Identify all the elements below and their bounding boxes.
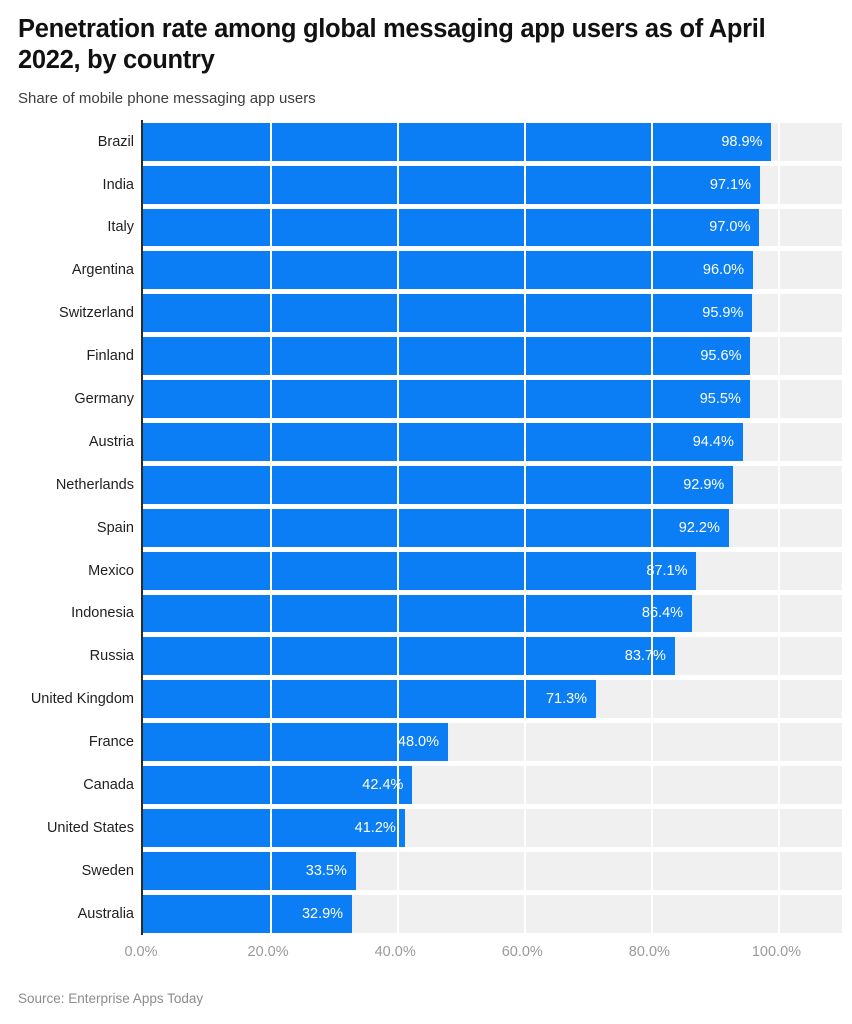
bar-row[interactable]: Sweden 33.5% (82, 849, 842, 892)
bar[interactable]: 95.9% (143, 294, 753, 333)
bar[interactable]: 96.0% (143, 251, 754, 290)
x-axis-tick-label: 60.0% (501, 944, 543, 961)
bar-row[interactable]: Finland 95.6% (86, 335, 842, 378)
bar-row[interactable]: France 48.0% (89, 721, 842, 764)
bar-rows: Brazil 98.9% India 97.1% Italy 97.0% Argentina… (31, 120, 842, 935)
bar-row[interactable]: Indonesia 86.4% (71, 592, 842, 635)
bar[interactable]: 48.0% (143, 723, 449, 762)
bar-value-label: 48.0% (397, 734, 440, 751)
bar[interactable]: 92.9% (143, 465, 734, 504)
page-title: Penetration rate among global messaging … (18, 15, 766, 75)
bar-value-label: 87.1% (646, 562, 688, 579)
bar-value-label: 95.6% (700, 348, 742, 365)
bar-row[interactable]: Switzerland 95.9% (59, 292, 842, 335)
category-label: Sweden (81, 862, 134, 879)
bar-value-label: 33.5% (305, 862, 347, 879)
x-axis: 0.0% 20.0% 40.0% 60.0% 80.0% 100.0% (124, 938, 840, 968)
bar-value-label: 41.2% (354, 819, 396, 836)
x-axis-tick-label: 80.0% (628, 944, 670, 961)
bar[interactable]: 41.2% (143, 808, 405, 847)
chart-header: Penetration rate among global messaging … (0, 0, 852, 107)
category-label: Netherlands (55, 476, 134, 493)
bar[interactable]: 95.6% (143, 337, 751, 376)
source-note: Source: Enterprise Apps Today (18, 991, 204, 1006)
bar-row[interactable]: Russia 83.7% (90, 635, 842, 678)
bar[interactable]: 86.4% (143, 594, 693, 633)
category-label: Argentina (71, 262, 134, 279)
category-label: France (88, 734, 134, 751)
bar-row[interactable]: Mexico 87.1% (88, 549, 842, 592)
plot-area: Brazil 98.9% India 97.1% Italy 97.0% Argentina… (31, 120, 842, 936)
category-label: Spain (96, 519, 134, 536)
bar-value-label: 97.1% (709, 176, 752, 193)
category-label: United States (46, 819, 134, 836)
category-label: Switzerland (59, 305, 134, 322)
bar-value-label: 96.0% (702, 262, 745, 279)
bar-row[interactable]: Italy 97.0% (107, 206, 842, 249)
bar-value-label: 86.4% (641, 605, 684, 622)
bar-value-label: 94.4% (692, 433, 734, 450)
bar-value-label: 32.9% (301, 905, 344, 922)
bar[interactable]: 92.2% (143, 508, 729, 547)
bar-row[interactable]: Spain 92.2% (97, 506, 842, 549)
category-label: Indonesia (71, 605, 134, 622)
bar-row[interactable]: United Kingdom 71.3% (31, 678, 842, 721)
bar-row[interactable]: Argentina 96.0% (72, 249, 842, 292)
bar[interactable]: 98.9% (143, 122, 772, 161)
bar-row[interactable]: Germany 95.5% (74, 378, 842, 421)
bar-row[interactable]: United States 41.2% (47, 806, 842, 849)
category-label: India (102, 176, 134, 193)
chart-subtitle: Share of mobile phone messaging app user… (18, 90, 316, 108)
bar[interactable]: 97.1% (143, 165, 761, 204)
bar[interactable]: 32.9% (143, 894, 353, 933)
category-label: Italy (107, 219, 134, 236)
bar-row[interactable]: Brazil 98.9% (98, 120, 842, 163)
x-axis-tick-label: 40.0% (374, 944, 416, 961)
bar-value-label: 92.9% (683, 476, 725, 493)
bar[interactable]: 97.0% (143, 208, 760, 247)
bar-value-label: 42.4% (362, 777, 404, 794)
x-axis-tick-label: 100.0% (751, 944, 802, 961)
bar-value-label: 95.5% (699, 391, 741, 407)
x-axis-tick-label: 0.0% (124, 944, 158, 961)
bar-value-label: 83.7% (624, 648, 666, 665)
bar[interactable]: 87.1% (143, 551, 697, 590)
category-label: Austria (88, 433, 134, 450)
bar-value-label: 71.3% (545, 691, 588, 708)
category-label: Australia (77, 905, 134, 922)
category-label: Finland (86, 348, 134, 365)
bar-row[interactable]: Austria 94.4% (89, 420, 842, 463)
bar-value-label: 95.9% (702, 305, 744, 322)
bar-value-label: 92.2% (678, 519, 720, 536)
bar[interactable]: 42.4% (143, 766, 413, 804)
bar[interactable]: 71.3% (143, 680, 597, 719)
bar[interactable]: 33.5% (143, 851, 356, 890)
bar-value-label: 98.9% (721, 133, 763, 150)
bar[interactable]: 83.7% (143, 637, 675, 676)
x-axis-tick-label: 20.0% (247, 944, 289, 961)
bar-row[interactable]: Netherlands 92.9% (56, 463, 842, 506)
bar[interactable]: 95.5% (143, 380, 750, 418)
bar-value-label: 97.0% (709, 219, 751, 236)
bar-row[interactable]: India 97.1% (103, 163, 842, 206)
bar-chart: Brazil 98.9% India 97.1% Italy 97.0% Argentina… (0, 120, 852, 995)
category-label: Canada (83, 777, 134, 794)
category-label: United Kingdom (30, 691, 134, 708)
category-label: Germany (74, 391, 134, 407)
category-label: Russia (89, 648, 134, 665)
bar[interactable]: 94.4% (143, 422, 743, 461)
bar-row[interactable]: Australia 32.9% (78, 892, 842, 935)
category-label: Brazil (97, 133, 134, 150)
bar-row[interactable]: Canada 42.4% (83, 764, 842, 807)
category-label: Mexico (88, 562, 134, 579)
